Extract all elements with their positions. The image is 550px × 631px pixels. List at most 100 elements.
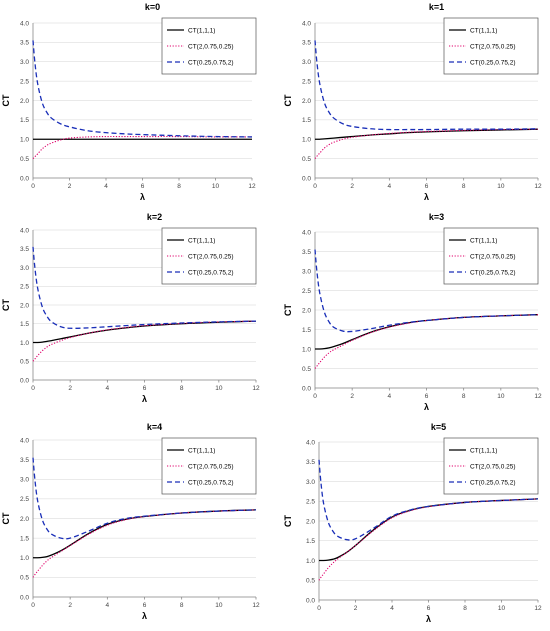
y-tick-label: 3.0 bbox=[302, 59, 311, 66]
y-tick-label: 4.0 bbox=[20, 227, 29, 234]
y-tick-label: 1.0 bbox=[306, 558, 315, 565]
x-tick-label: 8 bbox=[177, 183, 181, 190]
y-tick-label: 1.5 bbox=[302, 327, 311, 334]
y-tick-label: 2.0 bbox=[306, 518, 315, 525]
y-tick-label: 4.0 bbox=[302, 20, 311, 27]
x-tick-label: 6 bbox=[143, 602, 147, 609]
series-line-3 bbox=[32, 457, 257, 540]
legend-box bbox=[161, 227, 257, 285]
x-tick-label: 2 bbox=[350, 183, 354, 190]
chart-panel: 0.0 0.5 1.0 1.5 2.0 2.5 3.0 3.5 4.0 0 2 4 6 8 10 12 k=4 λ… bbox=[0, 420, 268, 631]
y-tick-label: 0.0 bbox=[20, 175, 29, 182]
y-tick-label: 4.0 bbox=[20, 20, 29, 27]
series-line-1 bbox=[32, 320, 257, 344]
legend-label: CT(0.25,0.75,2) bbox=[470, 269, 516, 276]
y-tick-label: 4.0 bbox=[302, 229, 311, 236]
x-tick-label: 10 bbox=[497, 183, 505, 190]
x-tick-label: 12 bbox=[252, 602, 260, 609]
y-tick-label: 2.0 bbox=[20, 516, 29, 523]
legend-box bbox=[161, 17, 257, 75]
chart-panel: 0.0 0.5 1.0 1.5 2.0 2.5 3.0 3.5 4.0 0 2 4 6 8 10 12 k=2 λ… bbox=[0, 210, 268, 410]
y-tick-label: 2.0 bbox=[302, 98, 311, 105]
y-tick-label: 4.0 bbox=[306, 439, 315, 446]
x-tick-label: 2 bbox=[68, 385, 72, 392]
legend-box bbox=[443, 227, 539, 285]
series-line-2 bbox=[32, 320, 257, 362]
y-tick-label: 2.5 bbox=[20, 496, 29, 503]
series-line-3 bbox=[314, 40, 539, 131]
chart-svg: 0.0 0.5 1.0 1.5 2.0 2.5 3.0 3.5 4.0 0 2 4 6 8 10 12 k=4 λ… bbox=[1, 422, 260, 621]
x-tick-label: 10 bbox=[215, 602, 223, 609]
y-tick-label: 0.5 bbox=[306, 578, 315, 585]
chart-svg: 0.0 0.5 1.0 1.5 2.0 2.5 3.0 3.5 4.0 0 2 4 6 8 10 12 k=5 λ… bbox=[283, 422, 542, 624]
y-tick-label: 2.5 bbox=[20, 284, 29, 291]
x-tick-label: 12 bbox=[252, 385, 260, 392]
legend-label: CT(0.25,0.75,2) bbox=[470, 479, 516, 486]
x-axis-label: λ bbox=[424, 192, 429, 202]
chart-panel: 0.0 0.5 1.0 1.5 2.0 2.5 3.0 3.5 4.0 0 2 4 6 8 10 12 k=1 λ… bbox=[282, 0, 550, 205]
y-tick-label: 0.5 bbox=[20, 575, 29, 582]
y-tick-label: 0.5 bbox=[302, 366, 311, 373]
y-tick-label: 0.0 bbox=[302, 385, 311, 392]
y-tick-label: 1.0 bbox=[20, 137, 29, 144]
x-tick-label: 2 bbox=[68, 602, 72, 609]
legend-box bbox=[161, 437, 257, 495]
x-tick-label: 2 bbox=[68, 183, 72, 190]
x-tick-label: 0 bbox=[317, 605, 321, 612]
x-tick-label: 12 bbox=[248, 183, 256, 190]
y-tick-label: 3.5 bbox=[302, 40, 311, 47]
legend-label: CT(2,0.75,0.25) bbox=[470, 43, 516, 50]
chart-svg: 0.0 0.5 1.0 1.5 2.0 2.5 3.0 3.5 4.0 0 2 4 6 8 10 12 k=0 λ… bbox=[1, 2, 257, 202]
y-tick-label: 1.5 bbox=[302, 117, 311, 124]
y-tick-label: 2.0 bbox=[302, 307, 311, 314]
legend-label: CT(2,0.75,0.25) bbox=[188, 463, 234, 470]
y-axis-label: CT bbox=[1, 512, 11, 524]
chart-title: k=5 bbox=[431, 422, 446, 432]
y-tick-label: 1.5 bbox=[20, 535, 29, 542]
x-tick-label: 0 bbox=[31, 183, 35, 190]
y-tick-label: 0.5 bbox=[302, 156, 311, 163]
y-tick-label: 3.5 bbox=[306, 459, 315, 466]
legend-label: CT(1,1,1) bbox=[188, 447, 215, 454]
x-tick-label: 10 bbox=[215, 385, 223, 392]
legend-label: CT(1,1,1) bbox=[470, 237, 497, 244]
chart-panel: 0.0 0.5 1.0 1.5 2.0 2.5 3.0 3.5 4.0 0 2 4 6 8 10 12 k=5 λ… bbox=[282, 420, 550, 631]
legend-box bbox=[443, 437, 539, 495]
chart-svg: 0.0 0.5 1.0 1.5 2.0 2.5 3.0 3.5 4.0 0 2 4 6 8 10 12 k=1 λ… bbox=[283, 2, 542, 202]
y-tick-label: 1.0 bbox=[302, 346, 311, 353]
y-tick-label: 2.5 bbox=[302, 78, 311, 85]
x-tick-label: 8 bbox=[462, 393, 466, 400]
legend-label: CT(2,0.75,0.25) bbox=[188, 253, 234, 260]
y-tick-label: 1.0 bbox=[302, 137, 311, 144]
series-line-1 bbox=[314, 128, 539, 140]
y-axis-label: CT bbox=[1, 299, 11, 311]
x-tick-label: 4 bbox=[106, 602, 110, 609]
x-tick-label: 2 bbox=[354, 605, 358, 612]
y-tick-label: 1.0 bbox=[20, 555, 29, 562]
x-tick-label: 2 bbox=[350, 393, 354, 400]
y-tick-label: 2.5 bbox=[306, 499, 315, 506]
x-axis-label: λ bbox=[142, 611, 147, 621]
chart-svg: 0.0 0.5 1.0 1.5 2.0 2.5 3.0 3.5 4.0 0 2 4 6 8 10 12 k=2 λ… bbox=[1, 212, 260, 404]
y-tick-label: 3.5 bbox=[20, 246, 29, 253]
y-tick-label: 0.0 bbox=[302, 175, 311, 182]
x-axis-label: λ bbox=[140, 192, 145, 202]
chart-title: k=3 bbox=[429, 212, 444, 222]
x-tick-label: 6 bbox=[141, 183, 145, 190]
y-tick-label: 0.0 bbox=[306, 597, 315, 604]
series-line-1 bbox=[33, 509, 257, 559]
y-tick-label: 1.0 bbox=[20, 340, 29, 347]
series-line-3 bbox=[318, 459, 539, 541]
y-tick-label: 3.5 bbox=[20, 457, 29, 464]
series-line-2 bbox=[32, 135, 253, 160]
x-tick-label: 10 bbox=[212, 183, 220, 190]
y-axis-label: CT bbox=[283, 515, 293, 527]
x-tick-label: 0 bbox=[31, 602, 35, 609]
legend-label: CT(2,0.75,0.25) bbox=[470, 253, 516, 260]
chart-title: k=0 bbox=[145, 2, 160, 12]
legend-label: CT(2,0.75,0.25) bbox=[470, 463, 516, 470]
y-tick-label: 0.0 bbox=[20, 594, 29, 601]
series-line-2 bbox=[314, 314, 539, 369]
series-line-2 bbox=[314, 128, 539, 159]
series-line-3 bbox=[32, 40, 253, 138]
